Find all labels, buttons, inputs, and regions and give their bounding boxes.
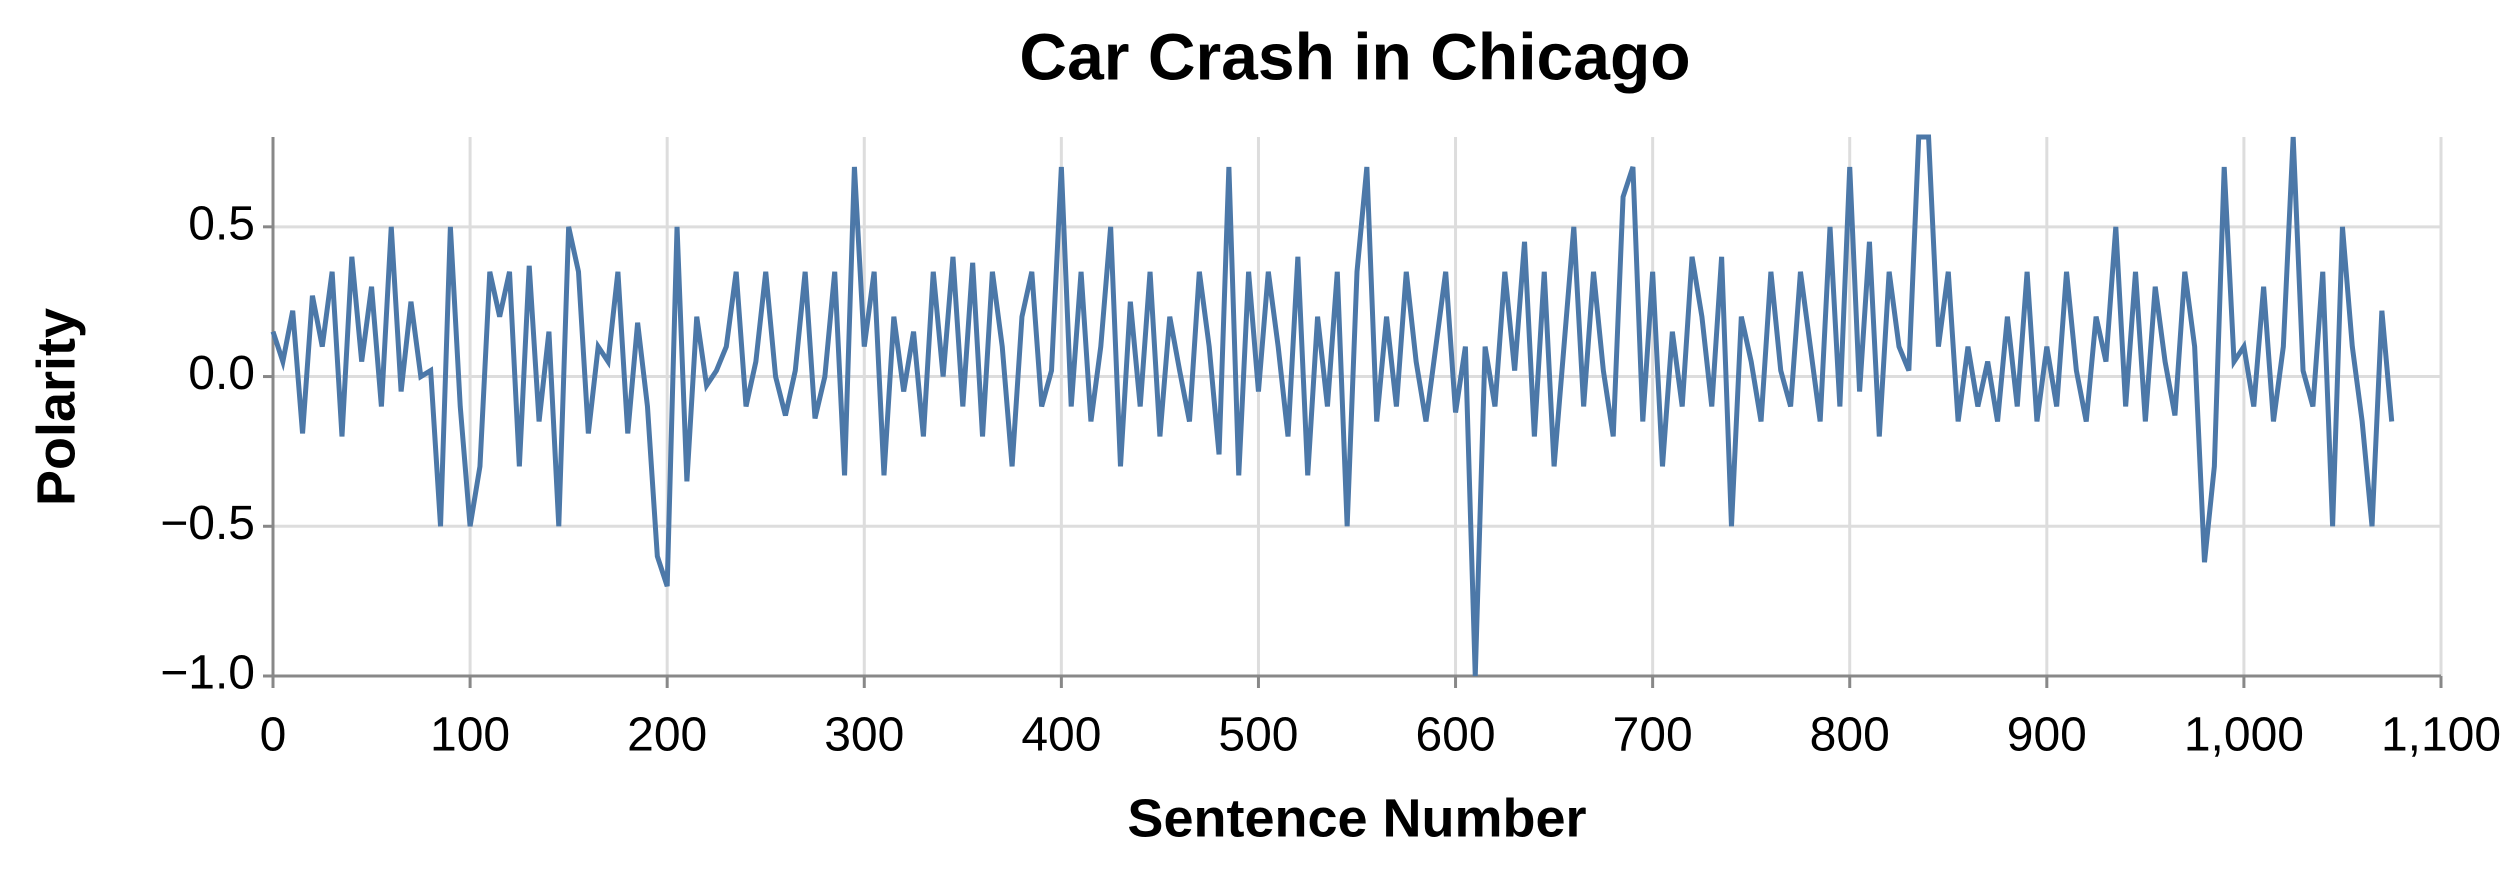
x-axis-title: Sentence Number: [1127, 788, 1586, 848]
x-tick-label: 1,100: [2381, 709, 2501, 762]
data-line: [270, 134, 2395, 677]
y-tick-label: −1.0: [160, 647, 255, 700]
x-tick-label: 500: [1218, 709, 1298, 762]
x-tick-label: 600: [1415, 709, 1495, 762]
x-tick-label: 400: [1021, 709, 1101, 762]
y-tick-label: −0.5: [160, 497, 255, 550]
x-tick-label: 700: [1613, 709, 1693, 762]
y-tick-label: 0.5: [188, 198, 255, 251]
x-tick-label: 800: [1810, 709, 1890, 762]
x-tick-label: 0: [260, 709, 287, 762]
y-axis-title: Polarity: [26, 308, 86, 506]
x-tick-label: 1,000: [2184, 709, 2304, 762]
x-tick-label: 200: [627, 709, 707, 762]
x-tick-label: 100: [430, 709, 510, 762]
x-tick-label: 900: [2007, 709, 2087, 762]
y-tick-label: 0.0: [188, 347, 255, 400]
x-tick-label: 300: [824, 709, 904, 762]
chart-title: Car Crash in Chicago: [1019, 19, 1690, 93]
